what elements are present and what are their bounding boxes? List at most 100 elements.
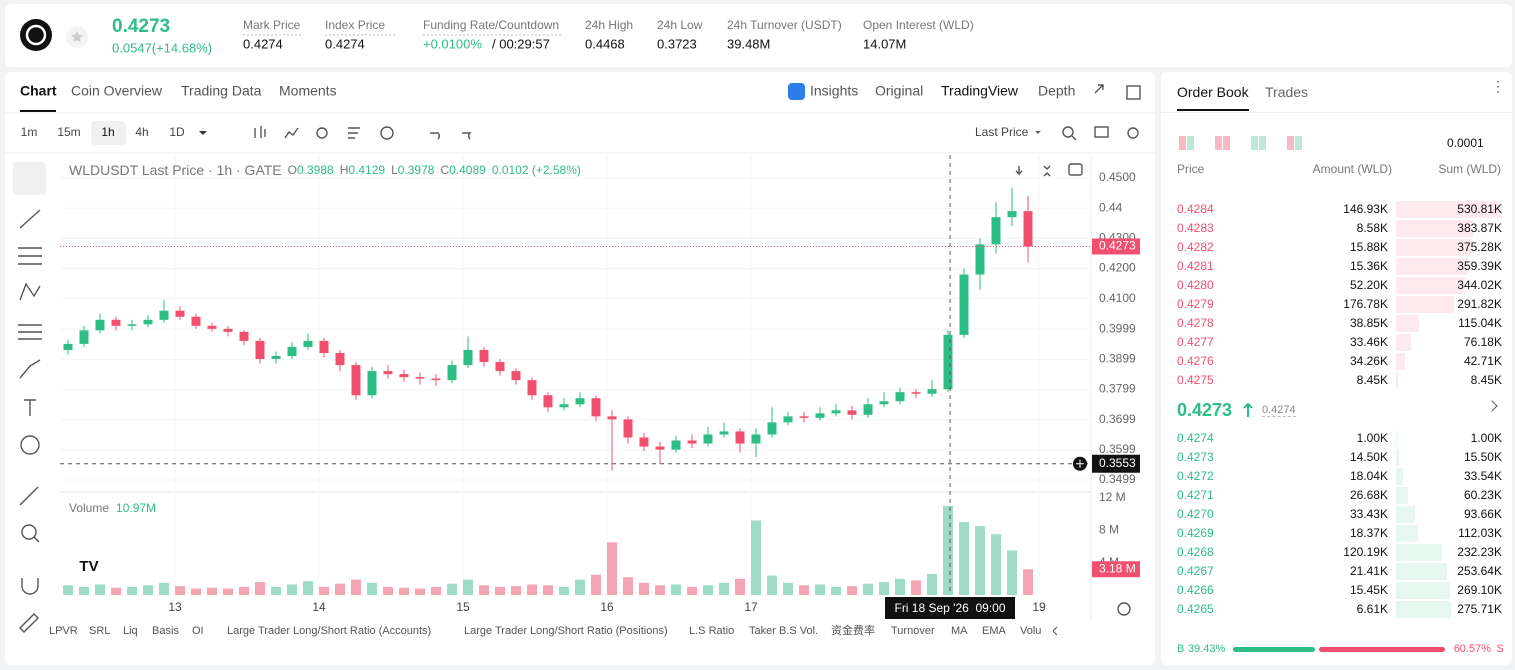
volume-bar (63, 585, 73, 595)
interval[interactable]: 4h (135, 125, 148, 139)
candle-body (159, 310, 169, 320)
candle-body (975, 244, 985, 275)
indicator[interactable]: Liq (123, 625, 138, 637)
candle-body (271, 356, 281, 360)
candle-body (383, 371, 393, 375)
interval[interactable]: 1m (21, 125, 38, 139)
candle-body (287, 346, 297, 356)
ob-amount: 8.45K (1356, 373, 1388, 387)
volume-bar (799, 585, 809, 595)
volume-bar (591, 574, 601, 595)
ob-view-icon (1259, 136, 1266, 150)
ob-price: 0.4278 (1177, 316, 1214, 330)
depth-bar (1396, 201, 1502, 218)
volume-total: 10.97M (116, 501, 156, 515)
indicator[interactable]: Taker B.S Vol. (749, 625, 818, 637)
volume-bar (607, 542, 617, 595)
candle-body (799, 416, 809, 418)
candle-body (575, 398, 585, 405)
mid-price: 0.4273 (1177, 400, 1233, 420)
candle-body (543, 395, 553, 408)
candle-body (671, 440, 681, 450)
ob-price: 0.4282 (1177, 240, 1214, 254)
volume-bar (575, 579, 585, 595)
stat-label: 24h High (585, 18, 633, 32)
ob-amount: 176.78K (1343, 297, 1388, 311)
candle-body (447, 365, 457, 381)
indicator[interactable]: Large Trader Long/Short Ratio (Positions… (464, 625, 668, 637)
candle-body (335, 352, 345, 366)
crosshair-price-tag (1092, 454, 1140, 473)
ob-divider (1161, 112, 1512, 113)
volume-bar (287, 584, 297, 595)
ob-view-icon (1187, 136, 1194, 150)
view-tab[interactable]: TradingView (941, 83, 1019, 99)
interval[interactable]: 15m (57, 125, 80, 139)
ob-price: 0.4272 (1177, 469, 1214, 483)
volume-bar (975, 526, 985, 595)
indicator[interactable]: L.S Ratio (689, 625, 734, 637)
candle-body (1023, 211, 1033, 247)
sell-ratio: 60.57% (1453, 643, 1491, 655)
tab[interactable]: Trading Data (181, 83, 262, 99)
ob-tab: Trades (1265, 84, 1309, 100)
indicator[interactable]: Basis (152, 625, 179, 637)
view-tab[interactable]: Original (875, 83, 923, 99)
candle-body (751, 434, 761, 444)
indicator[interactable]: Large Trader Long/Short Ratio (Accounts) (227, 625, 431, 637)
ob-amount: 52.20K (1349, 278, 1388, 292)
ob-price: 0.4277 (1177, 335, 1214, 349)
ob-price: 0.4268 (1177, 545, 1214, 559)
candle-body (927, 389, 937, 394)
ob-sum: 253.64K (1457, 564, 1502, 578)
ob-amount: 1.00K (1356, 431, 1388, 445)
sell-letter: S (1496, 643, 1504, 655)
indicator[interactable]: 资金费率 (831, 623, 875, 637)
buy-letter: B (1177, 643, 1185, 655)
indicator[interactable]: SRL (89, 625, 110, 637)
volume-bar (655, 585, 665, 595)
ob-price: 0.4276 (1177, 354, 1214, 368)
star-icon (71, 31, 83, 43)
interval[interactable]: 1D (169, 125, 185, 139)
tab[interactable]: Chart (20, 83, 57, 99)
stat-value: 14.07M (863, 36, 906, 51)
depth-bar (1396, 220, 1473, 237)
volume-bar (959, 522, 969, 595)
view-tab[interactable]: Insights (810, 83, 858, 99)
volume-bar (159, 582, 169, 595)
ob-header: Amount (WLD) (1312, 162, 1392, 176)
ob-sum: 33.54K (1463, 469, 1502, 483)
interval-selected (91, 121, 126, 145)
ob-view-icon (1223, 136, 1230, 150)
volume-bar (879, 582, 889, 595)
tab[interactable]: Coin Overview (71, 83, 163, 99)
depth-bar (1396, 525, 1419, 542)
tab[interactable]: Moments (279, 83, 337, 99)
indicator[interactable]: Turnover (891, 625, 935, 637)
ob-sum: 269.10K (1457, 583, 1502, 597)
scroll-icon (1052, 626, 1058, 636)
ob-price: 0.4284 (1177, 202, 1214, 216)
candle-body (303, 340, 313, 347)
volume-bar (623, 577, 633, 595)
volume-bar (703, 585, 713, 595)
y-tick-label: 0.4200 (1099, 261, 1136, 275)
indicator[interactable]: OI (192, 625, 204, 637)
stat-value: 0.4274 (243, 36, 283, 51)
indicator[interactable]: EMA (982, 625, 1007, 637)
indicator[interactable]: Volu (1020, 625, 1041, 637)
candle-body (687, 440, 697, 444)
depth-bar (1396, 239, 1471, 256)
view-tab[interactable]: Depth (1038, 83, 1075, 99)
candle-body (767, 422, 777, 435)
indicator[interactable]: LPVR (49, 625, 78, 637)
ob-price: 0.4275 (1177, 373, 1214, 387)
ob-price: 0.4269 (1177, 526, 1214, 540)
ob-view-icon (1179, 136, 1186, 150)
candle-body (415, 377, 425, 379)
depth-bar (1396, 372, 1398, 389)
indicator[interactable]: MA (951, 625, 968, 637)
candle-body (1007, 211, 1017, 218)
interval[interactable]: 1h (101, 125, 114, 139)
